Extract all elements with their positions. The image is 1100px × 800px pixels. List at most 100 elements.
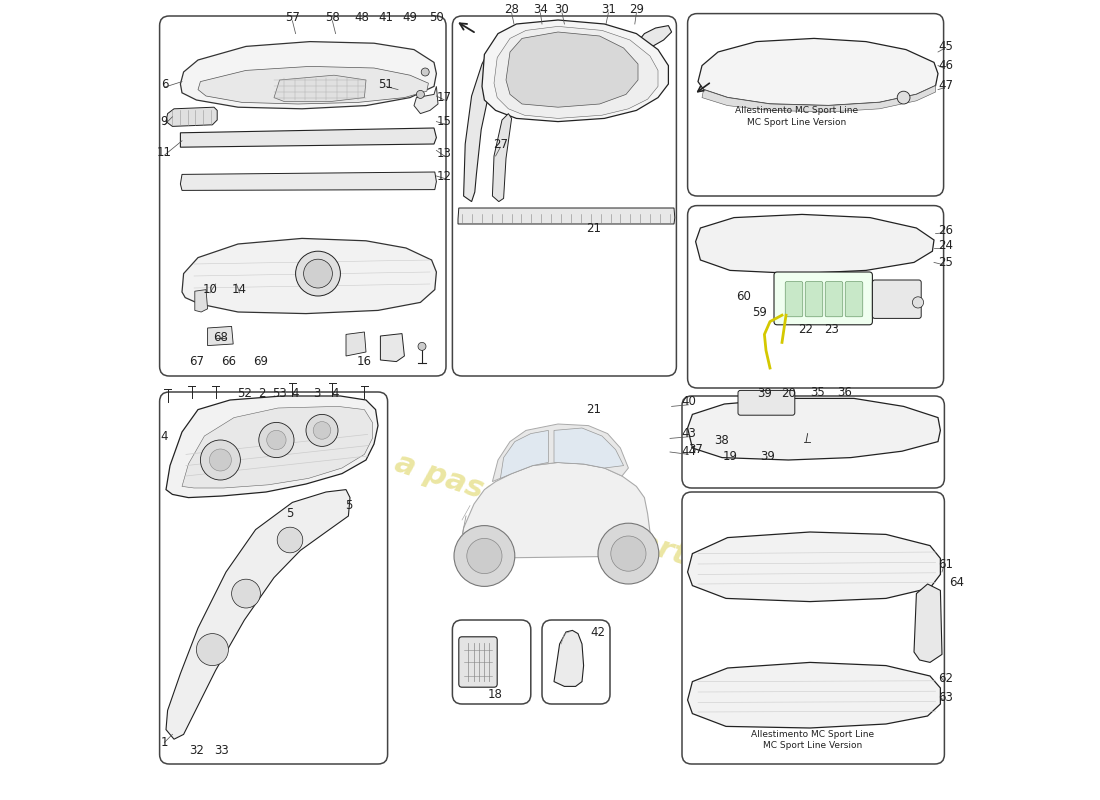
FancyBboxPatch shape bbox=[160, 392, 387, 764]
Polygon shape bbox=[166, 107, 217, 126]
Text: 23: 23 bbox=[824, 323, 839, 336]
Text: 21: 21 bbox=[586, 222, 602, 234]
Text: 4: 4 bbox=[332, 387, 339, 400]
Polygon shape bbox=[482, 20, 669, 122]
Text: 33: 33 bbox=[214, 744, 230, 757]
Text: 34: 34 bbox=[534, 3, 548, 16]
Text: 68: 68 bbox=[213, 331, 228, 344]
Text: 46: 46 bbox=[938, 59, 954, 72]
Polygon shape bbox=[458, 208, 674, 224]
Circle shape bbox=[598, 523, 659, 584]
Text: 52: 52 bbox=[236, 387, 252, 400]
Polygon shape bbox=[554, 428, 624, 468]
Text: 17: 17 bbox=[437, 91, 452, 104]
FancyBboxPatch shape bbox=[452, 16, 676, 376]
Polygon shape bbox=[182, 406, 373, 488]
Polygon shape bbox=[628, 26, 672, 104]
Text: 29: 29 bbox=[629, 3, 644, 16]
FancyBboxPatch shape bbox=[805, 282, 823, 317]
FancyBboxPatch shape bbox=[160, 16, 446, 376]
Polygon shape bbox=[702, 86, 936, 112]
Polygon shape bbox=[414, 86, 438, 114]
Circle shape bbox=[421, 68, 429, 76]
Polygon shape bbox=[493, 114, 512, 202]
Polygon shape bbox=[688, 532, 940, 602]
Polygon shape bbox=[166, 396, 378, 498]
Text: 42: 42 bbox=[591, 626, 605, 638]
Circle shape bbox=[454, 526, 515, 586]
Circle shape bbox=[197, 634, 229, 666]
Text: 62: 62 bbox=[938, 672, 954, 685]
Polygon shape bbox=[698, 38, 938, 106]
Text: 28: 28 bbox=[504, 3, 519, 16]
Text: 16: 16 bbox=[356, 355, 372, 368]
Polygon shape bbox=[180, 172, 437, 190]
Circle shape bbox=[306, 414, 338, 446]
Text: 36: 36 bbox=[837, 386, 851, 398]
Text: 43: 43 bbox=[681, 427, 696, 440]
Text: 63: 63 bbox=[938, 691, 954, 704]
Text: 32: 32 bbox=[189, 744, 204, 757]
Text: 67: 67 bbox=[189, 355, 204, 368]
Circle shape bbox=[266, 430, 286, 450]
Polygon shape bbox=[180, 128, 437, 147]
Polygon shape bbox=[346, 332, 366, 356]
Polygon shape bbox=[688, 398, 940, 460]
Text: 58: 58 bbox=[324, 11, 340, 24]
Text: 47: 47 bbox=[938, 79, 954, 92]
Circle shape bbox=[417, 90, 425, 98]
Polygon shape bbox=[463, 28, 516, 202]
Text: 35: 35 bbox=[811, 386, 825, 398]
FancyBboxPatch shape bbox=[774, 272, 872, 325]
Text: 53: 53 bbox=[272, 387, 287, 400]
Text: 10: 10 bbox=[202, 283, 218, 296]
Circle shape bbox=[277, 527, 302, 553]
Text: 57: 57 bbox=[285, 11, 300, 24]
Circle shape bbox=[296, 251, 340, 296]
Text: 38: 38 bbox=[715, 434, 729, 446]
Text: Allestimento MC Sport Line
MC Sport Line Version: Allestimento MC Sport Line MC Sport Line… bbox=[751, 730, 874, 750]
Text: 4: 4 bbox=[161, 430, 168, 442]
Text: 5: 5 bbox=[344, 499, 352, 512]
Polygon shape bbox=[274, 75, 366, 102]
Circle shape bbox=[898, 91, 910, 104]
Circle shape bbox=[314, 422, 331, 439]
Circle shape bbox=[610, 536, 646, 571]
FancyBboxPatch shape bbox=[872, 280, 921, 318]
Polygon shape bbox=[461, 462, 650, 558]
Polygon shape bbox=[180, 42, 437, 109]
Text: 9: 9 bbox=[161, 115, 168, 128]
Circle shape bbox=[304, 259, 332, 288]
Polygon shape bbox=[695, 214, 934, 274]
FancyBboxPatch shape bbox=[682, 396, 945, 488]
Circle shape bbox=[200, 440, 241, 480]
Text: 45: 45 bbox=[938, 40, 954, 53]
Text: 6: 6 bbox=[161, 78, 168, 90]
Polygon shape bbox=[198, 66, 428, 104]
Polygon shape bbox=[688, 662, 940, 728]
Text: 25: 25 bbox=[938, 256, 954, 269]
Text: 1: 1 bbox=[161, 736, 168, 749]
Text: 14: 14 bbox=[232, 283, 248, 296]
Text: 27: 27 bbox=[493, 138, 508, 150]
Text: 26: 26 bbox=[938, 224, 954, 237]
Circle shape bbox=[209, 449, 231, 471]
Polygon shape bbox=[494, 26, 658, 118]
Polygon shape bbox=[506, 32, 638, 107]
Polygon shape bbox=[182, 238, 437, 314]
FancyBboxPatch shape bbox=[785, 282, 803, 317]
Polygon shape bbox=[381, 334, 405, 362]
Polygon shape bbox=[500, 430, 549, 478]
Text: 20: 20 bbox=[781, 387, 795, 400]
Circle shape bbox=[258, 422, 294, 458]
Text: 22: 22 bbox=[799, 323, 814, 336]
Text: 41: 41 bbox=[378, 11, 394, 24]
Text: 64: 64 bbox=[949, 576, 964, 589]
Polygon shape bbox=[195, 290, 208, 312]
Text: 11: 11 bbox=[157, 146, 172, 158]
Text: 4: 4 bbox=[292, 387, 299, 400]
Text: 5: 5 bbox=[286, 507, 294, 520]
Text: 44: 44 bbox=[681, 445, 696, 458]
FancyBboxPatch shape bbox=[682, 492, 945, 764]
Polygon shape bbox=[493, 424, 628, 482]
